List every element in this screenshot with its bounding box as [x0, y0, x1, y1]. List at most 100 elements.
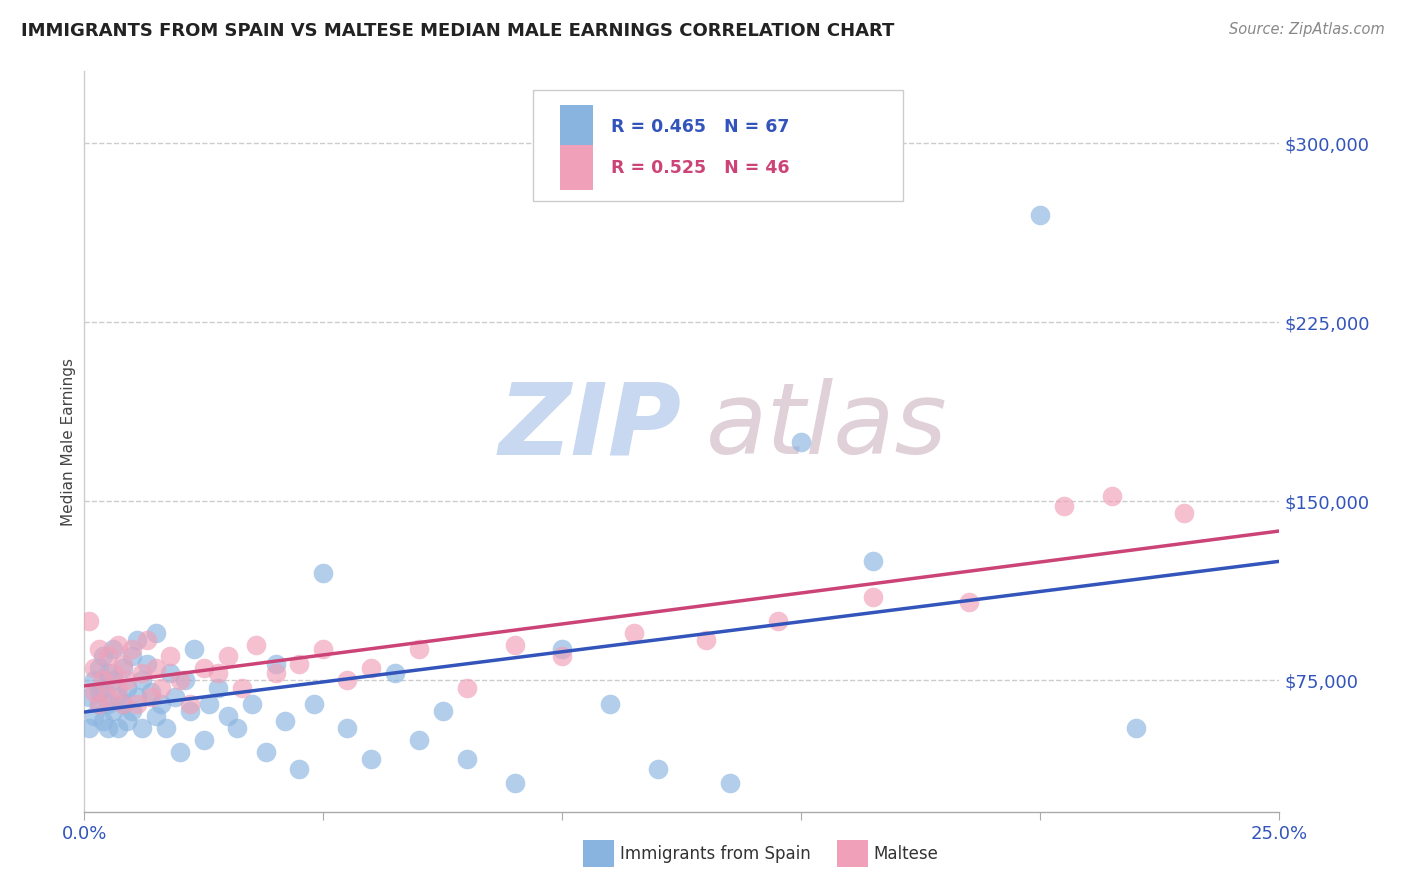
Point	[87, 661, 110, 675]
Point	[254, 745, 277, 759]
Point	[131, 721, 153, 735]
Text: R = 0.465   N = 67: R = 0.465 N = 67	[612, 118, 790, 136]
Point	[336, 673, 359, 688]
Point	[456, 752, 478, 766]
Point	[111, 661, 134, 675]
Point	[117, 681, 139, 695]
Point	[111, 698, 134, 712]
Point	[87, 698, 110, 712]
Point	[87, 685, 110, 699]
Point	[1125, 721, 1147, 735]
Point	[155, 721, 177, 735]
Point	[149, 698, 172, 712]
Point	[179, 698, 201, 712]
Point	[551, 649, 574, 664]
Point	[135, 657, 157, 671]
Point	[101, 705, 124, 719]
Text: IMMIGRANTS FROM SPAIN VS MALTESE MEDIAN MALE EARNINGS CORRELATION CHART: IMMIGRANTS FROM SPAIN VS MALTESE MEDIAN …	[21, 22, 894, 40]
Point	[288, 657, 311, 671]
Point	[193, 661, 215, 675]
Point	[302, 698, 325, 712]
Text: ZIP: ZIP	[499, 378, 682, 475]
Point	[1029, 208, 1052, 222]
Point	[360, 661, 382, 675]
Point	[240, 698, 263, 712]
Point	[93, 714, 115, 728]
Point	[101, 642, 124, 657]
Point	[97, 698, 120, 712]
Point	[131, 666, 153, 681]
Point	[107, 681, 129, 695]
Point	[159, 666, 181, 681]
Point	[125, 632, 148, 647]
Point	[288, 762, 311, 776]
Point	[169, 673, 191, 688]
Point	[121, 705, 143, 719]
Point	[231, 681, 253, 695]
Text: Maltese: Maltese	[873, 845, 938, 863]
Point	[107, 690, 129, 704]
Point	[183, 642, 205, 657]
Point	[125, 698, 148, 712]
Text: Immigrants from Spain: Immigrants from Spain	[620, 845, 811, 863]
Point	[551, 642, 574, 657]
Point	[245, 638, 267, 652]
Point	[145, 709, 167, 723]
Point	[1053, 499, 1076, 513]
Point	[695, 632, 717, 647]
Point	[83, 685, 105, 699]
Point	[83, 673, 105, 688]
Point	[149, 681, 172, 695]
Point	[264, 666, 287, 681]
Point	[862, 590, 884, 604]
Point	[179, 705, 201, 719]
Point	[197, 698, 219, 712]
Point	[107, 721, 129, 735]
Point	[503, 638, 526, 652]
Point	[111, 698, 134, 712]
Point	[131, 673, 153, 688]
Point	[135, 632, 157, 647]
Point	[312, 566, 335, 580]
Point	[97, 666, 120, 681]
Point	[97, 649, 120, 664]
Point	[93, 673, 115, 688]
Point	[101, 666, 124, 681]
Point	[77, 690, 100, 704]
Point	[125, 690, 148, 704]
Point	[1173, 506, 1195, 520]
Point	[97, 721, 120, 735]
Text: R = 0.525   N = 46: R = 0.525 N = 46	[612, 159, 790, 177]
Point	[503, 776, 526, 790]
Point	[117, 714, 139, 728]
Point	[408, 733, 430, 747]
Point	[336, 721, 359, 735]
Point	[93, 681, 115, 695]
Point	[169, 745, 191, 759]
Point	[101, 673, 124, 688]
Point	[360, 752, 382, 766]
Point	[647, 762, 669, 776]
Point	[1101, 490, 1123, 504]
Point	[193, 733, 215, 747]
Point	[165, 690, 187, 704]
Point	[93, 649, 115, 664]
Point	[141, 685, 163, 699]
Point	[111, 657, 134, 671]
Point	[83, 661, 105, 675]
Point	[87, 642, 110, 657]
Point	[790, 434, 813, 449]
Point	[432, 705, 454, 719]
Point	[718, 776, 741, 790]
Point	[145, 625, 167, 640]
Point	[862, 554, 884, 568]
FancyBboxPatch shape	[560, 104, 593, 149]
Point	[274, 714, 297, 728]
Text: Source: ZipAtlas.com: Source: ZipAtlas.com	[1229, 22, 1385, 37]
Point	[264, 657, 287, 671]
Point	[623, 625, 645, 640]
Point	[312, 642, 335, 657]
Text: atlas: atlas	[706, 378, 948, 475]
Point	[159, 649, 181, 664]
Point	[145, 661, 167, 675]
